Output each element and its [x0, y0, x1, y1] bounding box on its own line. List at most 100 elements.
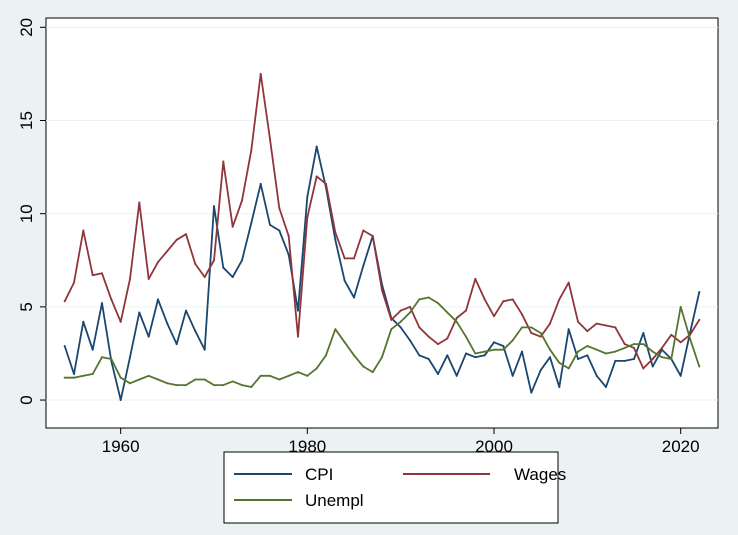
data-point-unempl [241, 384, 243, 387]
data-point-unempl [530, 326, 533, 329]
data-point-cpi [586, 354, 589, 357]
data-point-wages [651, 358, 654, 361]
legend: CPI Wages Unempl [223, 451, 566, 524]
data-point-cpi [63, 345, 66, 347]
data-point-wages [409, 305, 411, 308]
data-point-wages [381, 289, 383, 292]
data-point-unempl [175, 384, 178, 387]
data-point-unempl [147, 374, 150, 377]
gridlines [46, 26, 718, 401]
data-point-wages [427, 335, 430, 338]
data-point-wages [605, 324, 607, 327]
data-point-cpi [362, 264, 365, 267]
data-point-unempl [390, 328, 393, 331]
data-point-unempl [82, 374, 85, 377]
data-point-unempl [586, 345, 589, 347]
data-point-wages [549, 322, 551, 325]
data-point-unempl [605, 352, 607, 355]
data-point-wages [278, 207, 281, 210]
data-point-wages [539, 335, 542, 338]
data-point-wages [147, 277, 150, 280]
data-point-wages [399, 309, 402, 312]
data-point-wages [493, 315, 495, 318]
data-point-wages [474, 277, 477, 280]
data-point-cpi [549, 356, 551, 359]
data-point-unempl [306, 374, 309, 377]
data-point-unempl [129, 382, 131, 385]
data-point-cpi [633, 358, 635, 361]
data-point-cpi [427, 358, 430, 361]
data-point-unempl [185, 384, 187, 387]
data-point-unempl [213, 384, 215, 387]
data-point-unempl [577, 350, 579, 353]
data-point-cpi [315, 145, 318, 148]
data-point-wages [73, 281, 75, 284]
data-point-wages [110, 298, 113, 301]
data-point-unempl [287, 374, 290, 377]
y-tick-label: 20 [17, 18, 36, 37]
data-point-unempl [194, 378, 197, 381]
data-point-unempl [511, 339, 514, 342]
data-point-unempl [689, 337, 691, 340]
data-point-wages [567, 281, 570, 284]
data-point-unempl [698, 365, 701, 368]
data-point-wages [670, 333, 673, 336]
data-point-cpi [577, 358, 579, 361]
data-point-wages [661, 346, 663, 349]
data-point-cpi [269, 223, 271, 226]
data-point-wages [577, 320, 579, 323]
data-point-unempl [465, 335, 467, 338]
data-point-cpi [213, 205, 215, 208]
data-point-wages [185, 233, 187, 236]
data-point-cpi [91, 348, 94, 351]
x-tick-label: 2000 [475, 437, 513, 456]
data-point-unempl [91, 372, 94, 375]
data-point-unempl [269, 374, 271, 377]
legend-label-cpi: CPI [305, 465, 333, 484]
data-point-unempl [670, 358, 673, 361]
data-point-cpi [101, 302, 103, 305]
x-tick-label: 2020 [662, 437, 700, 456]
data-point-wages [287, 235, 290, 238]
data-point-unempl [297, 371, 299, 374]
data-point-wages [241, 199, 243, 202]
data-point-cpi [595, 374, 598, 377]
data-point-cpi [297, 309, 299, 312]
data-point-unempl [549, 348, 551, 351]
data-point-wages [353, 257, 355, 260]
legend-label-wages: Wages [514, 465, 566, 484]
data-point-wages [343, 257, 346, 260]
data-point-unempl [437, 302, 439, 305]
data-point-wages [595, 322, 598, 325]
data-point-wages [297, 335, 299, 338]
data-point-wages [362, 229, 365, 232]
data-point-unempl [381, 356, 383, 359]
data-point-wages [63, 300, 66, 303]
data-point-unempl [166, 382, 169, 385]
data-point-cpi [129, 356, 131, 359]
data-point-wages [222, 160, 225, 163]
data-point-cpi [166, 322, 169, 325]
data-point-wages [502, 300, 505, 303]
data-point-unempl [455, 320, 458, 323]
data-point-cpi [605, 386, 607, 388]
data-point-cpi [147, 335, 150, 338]
data-point-unempl [110, 358, 113, 361]
data-point-wages [194, 263, 197, 265]
data-point-unempl [222, 384, 225, 387]
data-point-unempl [595, 348, 598, 351]
data-point-cpi [138, 311, 141, 314]
data-point-wages [325, 182, 327, 185]
data-point-cpi [530, 391, 533, 394]
data-point-wages [231, 225, 234, 228]
series-lines [63, 72, 701, 402]
data-point-unempl [315, 367, 318, 370]
data-point-cpi [287, 253, 290, 256]
data-point-wages [82, 229, 85, 232]
data-point-wages [175, 238, 178, 241]
data-point-cpi [437, 372, 439, 375]
data-point-unempl [353, 354, 355, 357]
data-point-unempl [418, 298, 421, 301]
data-point-wages [633, 346, 635, 349]
data-point-wages [138, 201, 141, 204]
